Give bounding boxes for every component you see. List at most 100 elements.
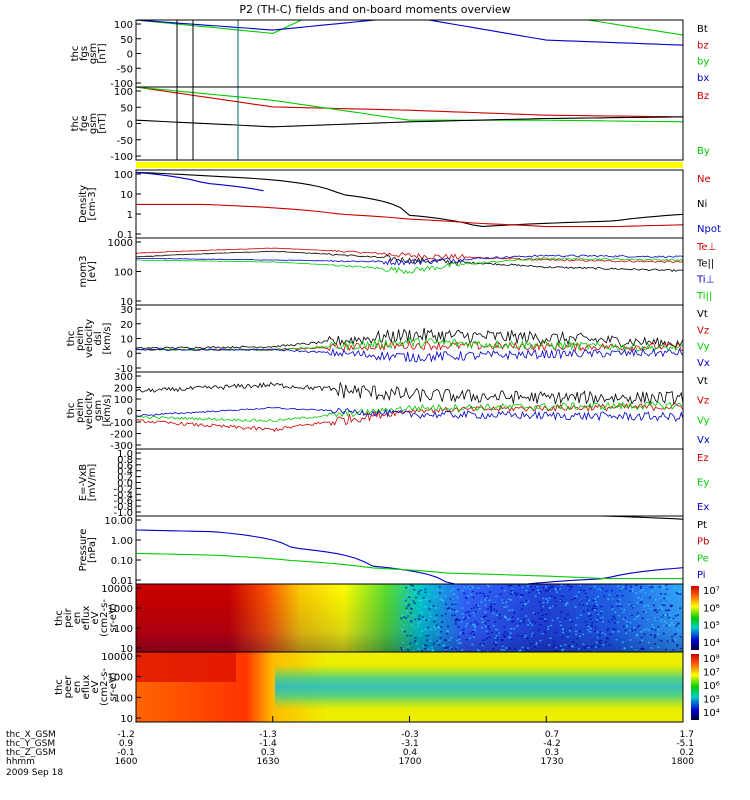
ion-spectrogram-speckle — [503, 635, 506, 638]
ion-spectrogram-speckle — [662, 585, 665, 588]
ylabel-efield: [mV/m] — [87, 464, 98, 502]
ion-spectrogram-speckle — [631, 590, 634, 592]
ion-spectrogram-speckle — [471, 630, 474, 633]
ion-spectrogram-speckle — [523, 636, 526, 639]
ylabel-pressure: Pressure — [78, 529, 89, 572]
ion-spectrogram-speckle — [457, 636, 460, 639]
ion-spectrogram-speckle — [665, 588, 668, 590]
ion-spectrogram-speckle — [583, 647, 586, 649]
legend-velocity_dsl: Vx — [697, 358, 710, 369]
ytick-efield: 1.0 — [117, 449, 133, 460]
ion-spectrogram-speckle — [484, 625, 487, 628]
ion-spectrogram-speckle — [575, 624, 578, 626]
ion-spectrogram-speckle — [542, 587, 545, 589]
ion-spectrogram-speckle — [639, 591, 642, 593]
ion-spectrogram-speckle — [576, 637, 579, 640]
series-velocity_dsl-Vx — [136, 347, 683, 363]
ion-spectrogram-speckle — [451, 647, 454, 650]
ion-spectrogram-speckle — [657, 607, 660, 610]
ion-spectrogram-speckle — [412, 600, 415, 603]
ion-spectrogram-speckle — [642, 648, 645, 651]
ion-spectrogram-speckle — [539, 639, 542, 642]
ion-spectrogram-speckle — [592, 599, 595, 602]
ion-spectrogram-speckle — [485, 637, 488, 640]
ion-spectrogram-speckle — [539, 623, 542, 626]
legend-fge_gsm: Bz — [697, 91, 709, 102]
ion-spectrogram-speckle — [533, 646, 536, 648]
ion-spectrogram-speckle — [617, 630, 620, 633]
ion-spectrogram-speckle — [479, 592, 482, 594]
ion-spectrogram-speckle — [541, 605, 544, 608]
ion-spectrogram-speckle — [409, 642, 412, 645]
ion-spectrogram-speckle — [409, 619, 412, 622]
ion-spectrogram-speckle — [542, 601, 545, 604]
ion-spectrogram-speckle — [632, 606, 635, 609]
ion-spectrogram-speckle — [433, 620, 436, 623]
ion-spectrogram-speckle — [476, 649, 479, 651]
ion-spectrogram-speckle — [524, 634, 527, 637]
ytick-ion_spectrogram: 10 — [120, 644, 133, 655]
ion-spectrogram-speckle — [469, 637, 472, 639]
ion-spectrogram-speckle — [421, 612, 424, 614]
ion-spectrogram-speckle — [417, 618, 420, 620]
ion-spectrogram-speckle — [437, 626, 440, 629]
ion-spectrogram-speckle — [548, 590, 551, 592]
ion-spectrogram-speckle — [590, 645, 593, 648]
ion-spectrogram-speckle — [509, 593, 512, 595]
ion-spectrogram-speckle — [444, 613, 447, 615]
ion-spectrogram-speckle — [521, 646, 524, 649]
ion-spectrogram-speckle — [522, 639, 525, 642]
ion-spectrogram-speckle — [497, 632, 500, 634]
ion-spectrogram-speckle — [556, 649, 559, 652]
ion-spectrogram-speckle — [427, 648, 430, 651]
ylabel-electron_spectrogram: thc — [54, 679, 65, 695]
ion-spectrogram-speckle — [664, 614, 667, 617]
ion-spectrogram-speckle — [595, 641, 598, 644]
ion-spectrogram-speckle — [619, 603, 622, 605]
ion-spectrogram-speckle — [591, 609, 594, 611]
ion-spectrogram-speckle — [594, 626, 597, 629]
ion-spectrogram-speckle — [503, 649, 506, 652]
ion-spectrogram-speckle — [501, 644, 504, 647]
ion-spectrogram-speckle — [664, 648, 667, 651]
orbit-label: thc_Y_GSM — [6, 739, 55, 749]
colorbar-tick: 10⁸ — [703, 654, 720, 665]
ion-spectrogram-speckle — [544, 586, 547, 588]
ion-spectrogram-speckle — [676, 623, 679, 625]
ylabel-temperature: mom3 — [78, 256, 89, 288]
ion-spectrogram-speckle — [461, 612, 464, 615]
ion-spectrogram-speckle — [660, 616, 663, 619]
ion-spectrogram-speckle — [559, 624, 562, 627]
ion-spectrogram-speckle — [626, 624, 629, 627]
ion-spectrogram-speckle — [644, 611, 647, 613]
ion-spectrogram-speckle — [424, 591, 427, 594]
ion-spectrogram-speckle — [585, 647, 588, 649]
ion-spectrogram-speckle — [413, 602, 416, 604]
ion-spectrogram-speckle — [560, 584, 563, 586]
ion-spectrogram-speckle — [425, 635, 428, 637]
ion-spectrogram-speckle — [462, 633, 465, 635]
ion-spectrogram-speckle — [545, 613, 548, 615]
ion-spectrogram-speckle — [548, 587, 551, 589]
ion-spectrogram-speckle — [538, 628, 541, 631]
ytick-velocity_dsl: 20 — [120, 320, 133, 331]
ion-spectrogram-speckle — [621, 641, 624, 644]
colorbar-tick: 10⁵ — [703, 695, 720, 706]
ion-spectrogram-speckle — [441, 589, 444, 592]
ion-spectrogram-speckle — [521, 586, 524, 589]
ion-spectrogram-speckle — [587, 646, 590, 649]
ion-spectrogram-speckle — [492, 624, 495, 627]
ion-spectrogram-speckle — [422, 597, 425, 599]
ion-spectrogram-speckle — [673, 633, 676, 636]
ion-spectrogram-speckle — [458, 619, 461, 622]
ion-spectrogram-speckle — [597, 640, 600, 643]
ion-spectrogram-speckle — [630, 628, 633, 631]
ion-spectrogram-speckle — [498, 617, 501, 619]
ylabel-efield: E=-VxB — [78, 464, 89, 501]
ion-spectrogram-speckle — [637, 614, 640, 617]
ion-spectrogram-speckle — [427, 612, 430, 615]
ion-spectrogram-speckle — [586, 596, 589, 599]
ion-spectrogram-speckle — [484, 622, 487, 624]
ion-spectrogram-speckle — [614, 628, 617, 631]
